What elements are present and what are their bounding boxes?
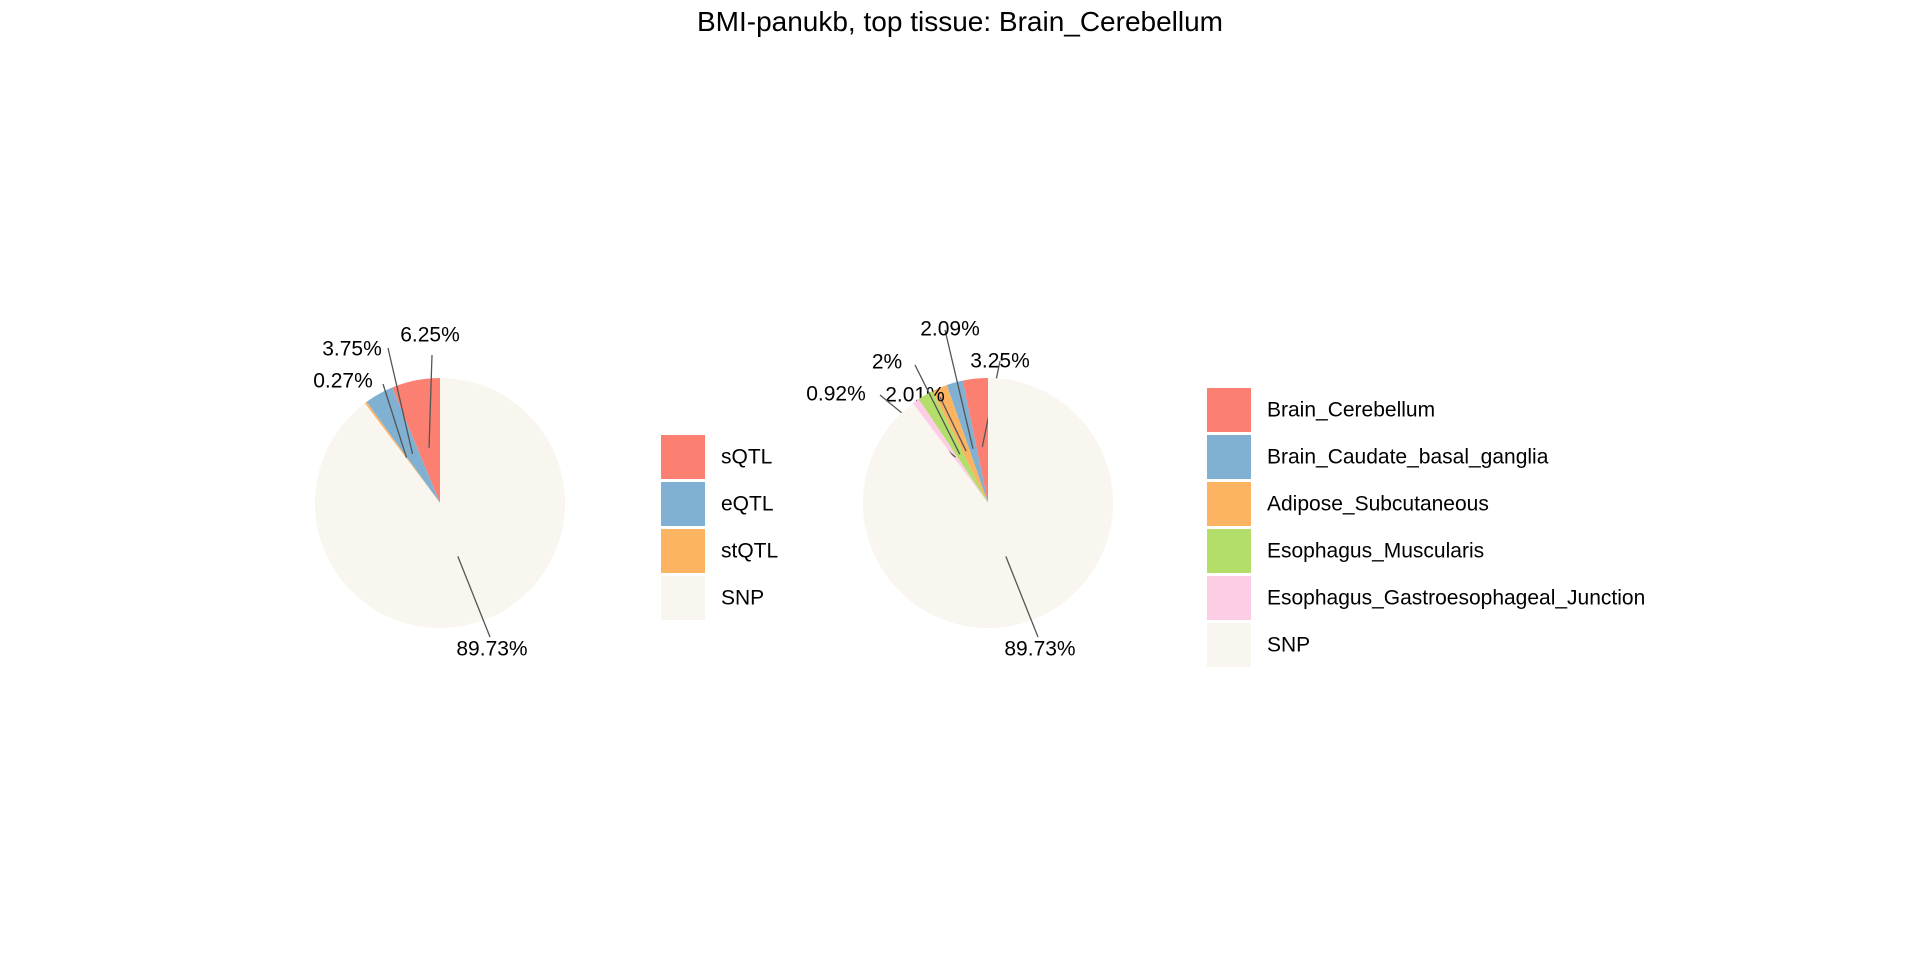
slice-label-snp: 89.73% — [1004, 638, 1075, 661]
leader-line-stqtl — [382, 383, 408, 458]
legend-label-adipose-subcutaneous: Adipose_Subcutaneous — [1267, 493, 1489, 516]
legend-key-esophagus-muscularis — [1207, 529, 1251, 573]
chart-title: BMI-panukb, top tissue: Brain_Cerebellum — [697, 6, 1223, 37]
slice-label-eqtl: 3.75% — [322, 338, 382, 361]
slice-label-esophagus-gastroesophageal-junction: 0.92% — [806, 383, 866, 406]
legend-key-eqtl — [661, 482, 705, 526]
leader-line-snp — [457, 556, 491, 638]
pie-slice-sqtl — [392, 378, 440, 503]
legend-key-snp — [1207, 623, 1251, 667]
legend-key-esophagus-gastroesophageal-junction — [1207, 576, 1251, 620]
pie-slice-adipose-subcutaneous — [932, 384, 988, 503]
leader-line-eqtl — [387, 347, 414, 455]
legend-key-sqtl — [661, 435, 705, 479]
slice-label-snp: 89.73% — [456, 638, 527, 661]
legend-label-brain-cerebellum: Brain_Cerebellum — [1267, 399, 1435, 422]
pie-chart-tissue: 3.25%2.09%2.01%2%0.92%89.73% — [806, 318, 1113, 661]
pie-slice-brain-cerebellum — [962, 378, 988, 503]
pie-slice-stqtl — [364, 401, 440, 503]
legend-key-stqtl — [661, 529, 705, 573]
legend-tissue: Brain_Cerebellum Brain_Caudate_basal_gang… — [1207, 388, 1645, 667]
legend-label-esophagus-gastroesophageal-junction: Esophagus_Gastroesophageal_Junction — [1267, 587, 1645, 610]
leader-line-sqtl — [428, 354, 433, 448]
leader-line-adipose-subcutaneous — [939, 396, 967, 452]
legend-label-sqtl: sQTL — [721, 446, 772, 469]
slice-label-stqtl: 0.27% — [313, 370, 373, 393]
pie-slice-brain-caudate-basal-ganglia — [946, 380, 988, 503]
legend-key-brain-caudate-basal-ganglia — [1207, 435, 1251, 479]
slice-label-brain-caudate-basal-ganglia: 2.09% — [920, 318, 980, 341]
leader-line-brain-caudate-basal-ganglia — [944, 329, 974, 449]
legend-key-snp — [661, 576, 705, 620]
slice-label-sqtl: 6.25% — [400, 324, 460, 347]
pie-chart-mechanism: 6.25% 3.75% 0.27% 89.73% — [313, 324, 565, 661]
leader-line-esophagus-muscularis — [914, 364, 961, 455]
pie-slice-snp — [314, 378, 565, 628]
legend-label-snp: SNP — [1267, 634, 1310, 657]
slice-label-esophagus-muscularis: 2% — [872, 351, 902, 374]
pie-slice-esophagus-gastroesophageal-junction — [912, 398, 988, 503]
legend-mechanism: sQTL eQTL stQTL SNP — [661, 435, 778, 620]
legend-key-brain-cerebellum — [1207, 388, 1251, 432]
pie-slice-snp — [862, 378, 1113, 628]
legend-label-esophagus-muscularis: Esophagus_Muscularis — [1267, 540, 1484, 563]
legend-label-stqtl: stQTL — [721, 540, 778, 563]
pie-slice-eqtl — [366, 387, 440, 503]
legend-key-adipose-subcutaneous — [1207, 482, 1251, 526]
legend-label-brain-caudate-basal-ganglia: Brain_Caudate_basal_ganglia — [1267, 446, 1549, 469]
pie-slice-esophagus-muscularis — [918, 391, 988, 503]
legend-label-snp: SNP — [721, 587, 764, 610]
leader-line-snp — [1005, 556, 1039, 638]
slice-label-brain-cerebellum: 3.25% — [970, 350, 1030, 373]
legend-label-eqtl: eQTL — [721, 493, 774, 516]
